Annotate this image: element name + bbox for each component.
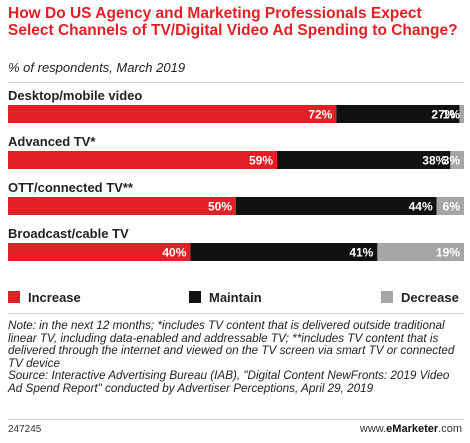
bottom-divider [8, 419, 464, 420]
data-label-advanced-tv-increase: 59% [249, 154, 273, 168]
legend-swatch-decrease [381, 291, 393, 303]
legend-swatch-increase [8, 291, 20, 303]
legend-label-maintain: Maintain [209, 290, 262, 305]
data-label-desktop-mobile-video-increase: 72% [308, 108, 332, 122]
legend-label-decrease: Decrease [401, 290, 459, 305]
data-label-broadcast-cable-tv-decrease: 19% [436, 246, 460, 260]
bar-advanced-tv-increase [8, 151, 278, 169]
category-label-broadcast-cable-tv: Broadcast/cable TV [8, 226, 129, 241]
bar-ott-connected-tv-increase [8, 197, 236, 215]
data-label-advanced-tv-maintain: 38% [422, 154, 446, 168]
category-label-advanced-tv: Advanced TV* [8, 134, 96, 149]
brand-logo[interactable]: www.eMarketer.com [360, 423, 462, 435]
chart-subtitle: % of respondents, March 2019 [8, 60, 186, 75]
bar-broadcast-cable-tv-maintain [190, 243, 378, 261]
bar-advanced-tv-maintain [277, 151, 451, 169]
brand-prefix: www. [359, 423, 387, 435]
legend-swatch-maintain [189, 291, 201, 303]
legend-label-increase: Increase [28, 290, 81, 305]
chart-title: How Do US Agency and Marketing Professio… [8, 5, 458, 39]
bar-ott-connected-tv-decrease [436, 197, 464, 215]
bar-advanced-tv-decrease [450, 151, 464, 169]
data-label-broadcast-cable-tv-increase: 40% [162, 246, 186, 260]
chart-id: 247245 [8, 424, 42, 435]
data-label-desktop-mobile-video-decrease: 1% [443, 108, 461, 122]
bar-ott-connected-tv-maintain [236, 197, 437, 215]
data-label-ott-connected-tv-decrease: 6% [443, 200, 461, 214]
bar-desktop-mobile-video-decrease [459, 105, 464, 123]
category-label-desktop-mobile-video: Desktop/mobile video [8, 90, 142, 103]
footer-divider [8, 313, 464, 314]
chart-note: Note: in the next 12 months; *includes T… [8, 319, 455, 370]
stacked-bar-chart: Desktop/mobile video 72% 27%1% Advanced TV*… [8, 90, 464, 261]
bar-desktop-mobile-video-increase [8, 105, 337, 123]
data-label-ott-connected-tv-increase: 50% [208, 200, 232, 214]
chart-source: Source: Interactive Advertising Bureau (… [8, 369, 450, 395]
bar-broadcast-cable-tv-decrease [377, 243, 464, 261]
data-label-ott-connected-tv-maintain: 44% [409, 200, 433, 214]
bar-desktop-mobile-video-maintain [336, 105, 460, 123]
brand-suffix: .com [438, 423, 462, 435]
data-label-advanced-tv-decrease: 3% [443, 154, 461, 168]
header-divider [8, 82, 464, 83]
data-label-desktop-mobile-video-maintain: 27% [431, 108, 455, 122]
bar-broadcast-cable-tv-increase [8, 243, 191, 261]
brand-name: eMarketer [386, 423, 439, 435]
category-label-ott-connected-tv: OTT/connected TV** [8, 180, 134, 195]
data-label-broadcast-cable-tv-maintain: 41% [349, 246, 373, 260]
notes-block: Note: in the next 12 months; *includes T… [8, 319, 466, 396]
